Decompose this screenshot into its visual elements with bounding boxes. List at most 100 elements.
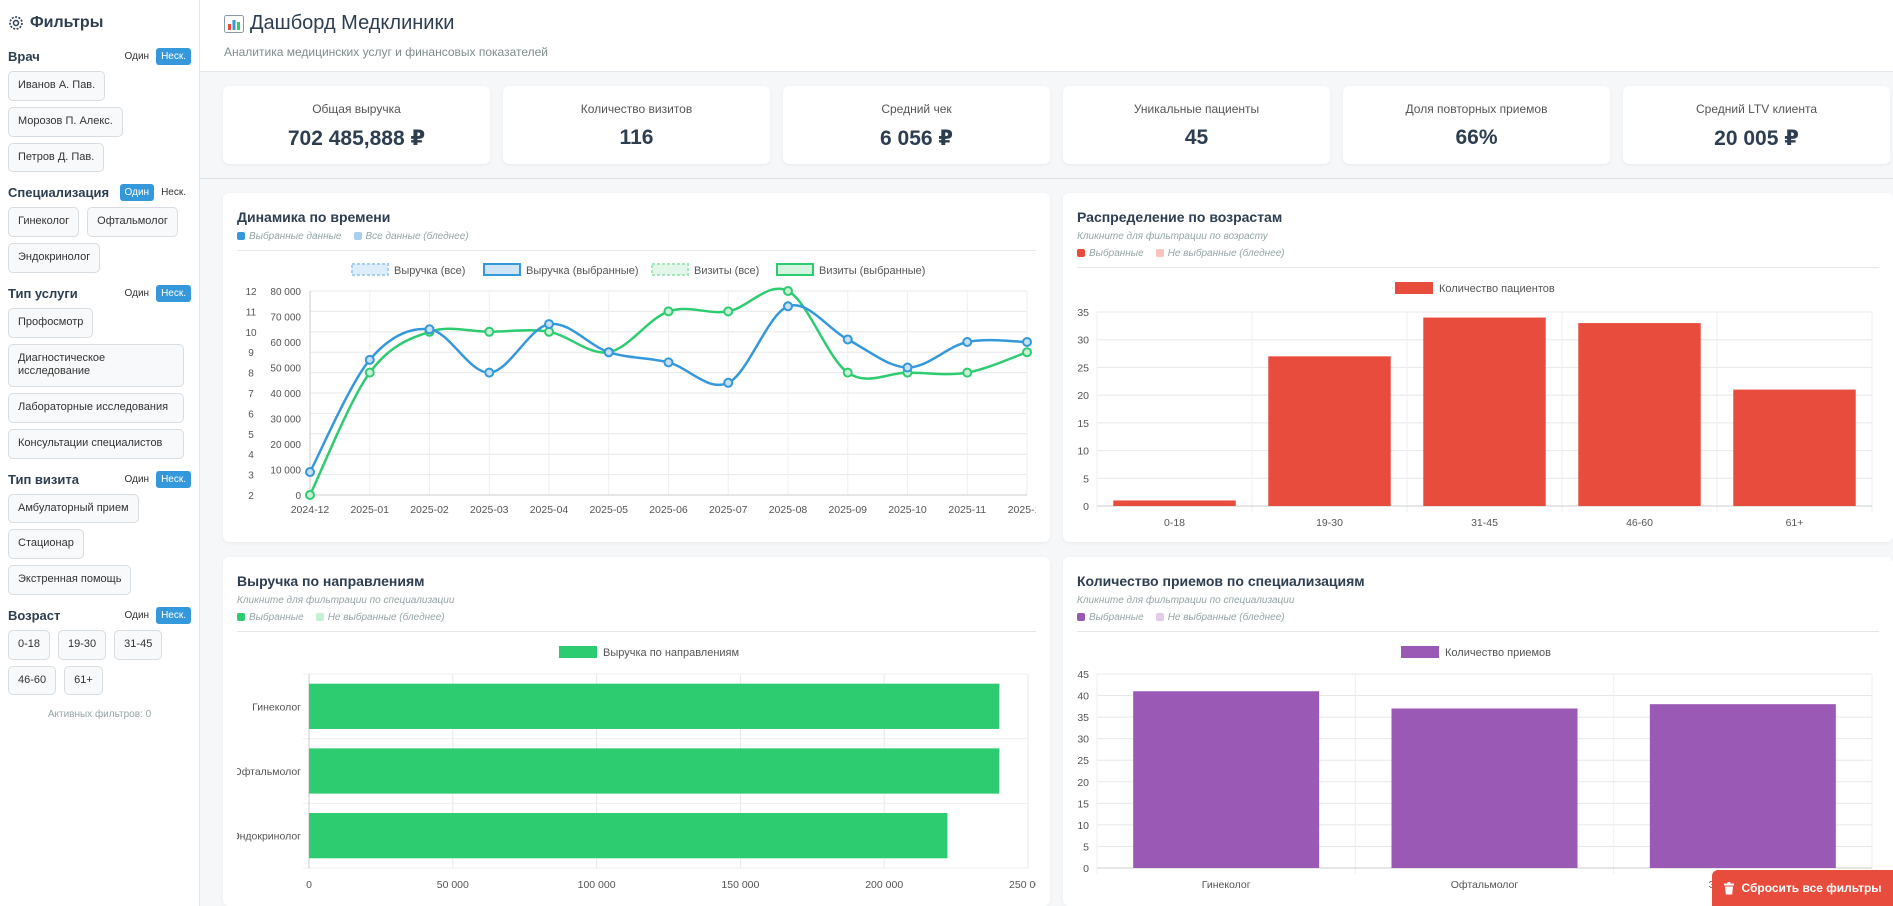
filter-chip[interactable]: 0-18 — [8, 629, 51, 660]
page-title: Дашборд Медклиники — [250, 12, 455, 34]
legend-label: Выручка (выбранные) — [526, 265, 638, 277]
filter-chip[interactable]: Офтальмолог — [87, 207, 178, 237]
filter-group-title: Возраст — [8, 607, 61, 623]
bar — [1578, 323, 1701, 506]
filter-chip[interactable]: Иванов А. Пав. — [8, 71, 106, 101]
x-tick-label: 2025-09 — [828, 504, 867, 516]
revenue-point — [364, 354, 375, 365]
mode-single-button[interactable]: Один — [119, 284, 155, 302]
legend-selected-data: Выбранные данные — [237, 231, 342, 242]
bar — [1733, 389, 1856, 506]
mode-multi-button[interactable]: Неск. — [156, 284, 191, 302]
age-panel-separator — [1077, 267, 1879, 268]
y-left-tick-label: 11 — [246, 307, 257, 318]
x-tick-label: 250 000 — [1009, 879, 1036, 891]
filter-chip[interactable]: 19-30 — [58, 629, 107, 660]
page-header: Дашборд Медклиники Аналитика медицинских… — [200, 0, 1893, 72]
filter-chip[interactable]: Морозов П. Алекс. — [8, 106, 123, 137]
filter-mode-toggle: Один Неск. — [119, 284, 191, 302]
filter-chip-list: 0-18 19-30 31-45 46-60 61+ — [8, 629, 191, 696]
filters-sidebar: Фильтры Врач Один Неск. Иванов А. Пав. Мороз… — [0, 0, 200, 906]
filter-chip[interactable]: Консультации специалистов — [8, 428, 184, 459]
filter-chip[interactable]: Стационар — [8, 529, 84, 559]
filter-chip[interactable]: Гинеколог — [8, 207, 80, 237]
filter-group-header: Тип визита Один Неск. — [8, 470, 191, 488]
legend-revenue-other: Не выбранные (бледнее) — [315, 612, 445, 623]
mode-single-button[interactable]: Один — [119, 184, 155, 202]
revenue-panel-legend: Выбранные Не выбранные (бледнее) — [237, 612, 1036, 623]
y-right-tick-label: 70 000 — [270, 313, 301, 324]
y-right-tick-label: 10 000 — [270, 466, 301, 477]
revenue-point — [723, 377, 734, 388]
sidebar-header: Фильтры — [8, 14, 191, 32]
revenue-point — [424, 324, 435, 335]
legend-label: Визиты (выбранные) — [819, 265, 925, 277]
revenue-point — [663, 357, 674, 368]
time-panel-title: Динамика по времени — [237, 209, 391, 225]
sidebar-title: Фильтры — [30, 14, 104, 31]
visits-point — [723, 306, 734, 317]
y-left-tick-label: 5 — [248, 430, 254, 441]
x-tick-label: 31-45 — [1471, 517, 1498, 529]
visits-point — [842, 367, 853, 378]
filter-chip[interactable]: Экстренная помощь — [8, 565, 132, 595]
visits-by-specialization-panel: Количество приемов по специализациям Кли… — [1063, 557, 1893, 906]
legend-label: Количество приемов — [1445, 647, 1551, 659]
x-tick-label: 0-18 — [1164, 517, 1185, 529]
legend-visits-other: Не выбранные (бледнее) — [1155, 612, 1285, 623]
mode-multi-button[interactable]: Неск. — [156, 470, 191, 488]
x-tick-label: 2025-10 — [888, 504, 927, 516]
kpi-value: 702 485,888 ₽ — [287, 127, 426, 150]
mode-single-button[interactable]: Один — [119, 606, 155, 624]
age-panel-legend: Выбранные Не выбранные (бледнее) — [1077, 248, 1879, 259]
y-left-tick-label: 10 — [245, 328, 257, 339]
mode-multi-button[interactable]: Неск. — [156, 184, 191, 202]
revenue-point — [1022, 337, 1032, 347]
x-tick-label: 150 000 — [721, 879, 759, 891]
x-tick-label: 46-60 — [1626, 517, 1653, 529]
y-left-tick-label: 8 — [248, 369, 254, 380]
y-tick-label: 30 — [1077, 734, 1089, 746]
y-left-tick-label: 6 — [248, 409, 254, 420]
time-line-chart[interactable]: Выручка (все) Выручка (выбранные) Визиты (… — [237, 255, 1046, 525]
mode-single-button[interactable]: Один — [119, 470, 155, 488]
filter-chip[interactable]: Профосмотр — [8, 307, 94, 338]
filter-chip[interactable]: Амбулаторный прием — [8, 493, 139, 524]
visits-point — [1022, 347, 1032, 358]
filter-chip[interactable]: 31-45 — [114, 629, 163, 660]
age-bar-chart[interactable]: Количество пациентов 0 5 10 15 20 25 30 35 0-18 19… — [1077, 272, 1879, 534]
visits-panel-legend: Выбранные Не выбранные (бледнее) — [1077, 612, 1879, 623]
y-tick-label: 20 — [1077, 390, 1089, 402]
filter-mode-toggle: Один Неск. — [119, 606, 191, 624]
legend-swatch — [776, 263, 814, 276]
time-panel-legend: Выбранные данные Все данные (бледнее) — [237, 231, 1036, 242]
filter-chip[interactable]: 46-60 — [8, 665, 57, 696]
reset-filters-button[interactable]: Сбросить все фильтры — [1712, 870, 1893, 906]
y-right-tick-label: 0 — [295, 491, 301, 502]
x-tick-label: 2025-11 — [948, 504, 986, 516]
revenue-point — [962, 337, 973, 347]
bar — [1133, 691, 1320, 868]
filter-group-title: Тип визита — [8, 471, 79, 487]
kpi-value: 116 — [619, 126, 654, 149]
filter-chip[interactable]: Лабораторные исследования — [8, 393, 184, 423]
y-right-tick-label: 50 000 — [270, 364, 301, 375]
revenue-point — [783, 301, 793, 312]
legend-label: Визиты (все) — [694, 265, 759, 277]
y-tick-label: 40 — [1077, 691, 1089, 703]
filter-chip[interactable]: Эндокринолог — [8, 243, 101, 273]
filter-chip[interactable]: Диагностическое исследование — [8, 343, 184, 387]
filter-chip[interactable]: 61+ — [64, 665, 103, 696]
y-right-tick-label: 80 000 — [270, 287, 301, 298]
mode-single-button[interactable]: Один — [119, 48, 155, 65]
trash-icon — [1724, 881, 1735, 894]
filter-chip[interactable]: Петров Д. Пав. — [8, 142, 105, 173]
time-dynamics-panel: Динамика по времени Выбранные данные Все… — [223, 193, 1050, 542]
x-tick-label: 2025-04 — [530, 504, 569, 516]
bar — [1113, 500, 1236, 506]
revenue-hbar-chart[interactable]: Выручка по направлениям 0 50 000 100 000 150… — [232, 636, 1047, 896]
mode-multi-button[interactable]: Неск. — [156, 606, 191, 624]
mode-multi-button[interactable]: Неск. — [156, 48, 191, 65]
revenue-point — [603, 347, 614, 358]
visits-bar-chart[interactable]: Количество приемов 0 5 10 15 20 25 30 35 40 45 Гине… — [1077, 636, 1879, 896]
